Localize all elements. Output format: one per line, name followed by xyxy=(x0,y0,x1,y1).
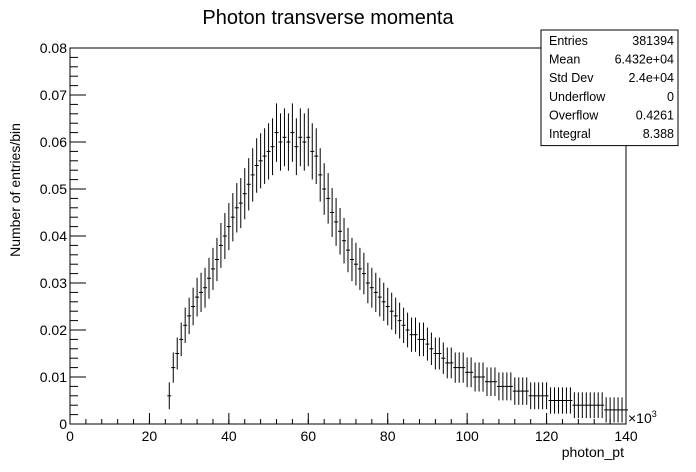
stats-label: Integral xyxy=(549,127,591,141)
x-tick-label: 40 xyxy=(221,428,237,444)
stats-value: 0 xyxy=(667,90,674,104)
x-tick-label: 100 xyxy=(455,428,479,444)
stats-value: 8.388 xyxy=(643,127,674,141)
x-axis-label: photon_pt xyxy=(562,444,624,460)
x-axis: 0 20 40 60 80 100 120 140 xyxy=(66,413,638,444)
y-tick-label: 0.03 xyxy=(40,275,67,291)
x-tick-label: 60 xyxy=(300,428,316,444)
x-tick-label: 80 xyxy=(380,428,396,444)
stats-value: 0.4261 xyxy=(636,108,674,122)
stats-box-frame xyxy=(540,29,679,147)
y-axis: 0 0.01 0.02 0.03 0.04 0.05 0.06 0.07 0.08 xyxy=(40,40,86,432)
x-axis-multiplier: ×103 xyxy=(628,409,657,426)
stats-label: Overflow xyxy=(549,108,599,122)
stats-label: Std Dev xyxy=(549,71,594,85)
y-tick-label: 0.02 xyxy=(40,322,67,338)
histogram-series xyxy=(167,103,628,423)
stats-label: Underflow xyxy=(549,90,606,104)
y-tick-label: 0.08 xyxy=(40,40,67,56)
x-tick-label: 120 xyxy=(535,428,559,444)
stats-value: 2.4e+04 xyxy=(628,71,674,85)
y-tick-label: 0.06 xyxy=(40,134,67,150)
y-axis-label: Number of entries/bin xyxy=(7,123,23,257)
y-tick-label: 0.05 xyxy=(40,181,67,197)
x-tick-label: 20 xyxy=(142,428,158,444)
y-tick-label: 0 xyxy=(59,416,67,432)
stats-label: Entries xyxy=(549,34,588,48)
stats-box: Entries 381394 Mean 6.432e+04 Std Dev 2.4e+04… xyxy=(540,29,679,147)
y-tick-label: 0.07 xyxy=(40,87,67,103)
stats-value: 381394 xyxy=(632,34,674,48)
stats-label: Mean xyxy=(549,53,580,67)
x-tick-label: 140 xyxy=(614,428,638,444)
stats-value: 6.432e+04 xyxy=(615,53,674,67)
x-tick-label: 0 xyxy=(66,428,74,444)
chart-title: Photon transverse momenta xyxy=(202,7,454,29)
y-tick-label: 0.04 xyxy=(40,228,67,244)
y-tick-label: 0.01 xyxy=(40,369,67,385)
